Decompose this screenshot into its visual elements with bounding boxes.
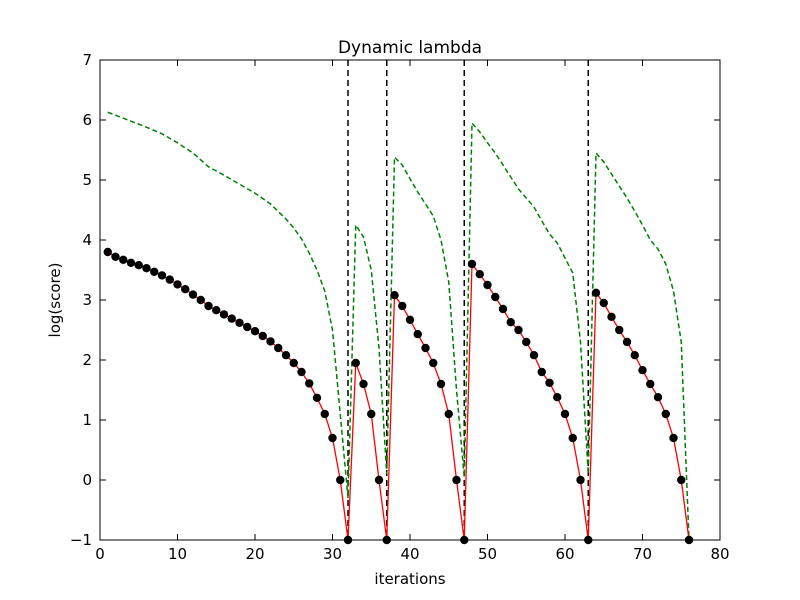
data-point-6 xyxy=(142,264,151,273)
x-axis-label: iterations xyxy=(374,570,445,588)
data-point-51 xyxy=(491,292,500,302)
x-tick-label: 50 xyxy=(478,545,497,563)
y-tick-label: 0 xyxy=(82,471,92,489)
data-point-7 xyxy=(150,267,159,276)
data-point-38 xyxy=(390,291,399,300)
y-tick-label: 6 xyxy=(82,111,92,129)
data-point-59 xyxy=(553,393,562,402)
y-tick-label: 5 xyxy=(82,171,92,189)
x-tick-label: 30 xyxy=(323,545,342,563)
data-point-5 xyxy=(134,261,143,270)
data-point-2 xyxy=(111,252,120,261)
data-point-65 xyxy=(599,298,608,308)
data-point-66 xyxy=(607,312,616,321)
y-tick-label: 1 xyxy=(82,411,92,429)
data-point-61 xyxy=(568,433,577,443)
data-point-49 xyxy=(475,270,484,279)
data-point-43 xyxy=(429,358,438,368)
data-point-57 xyxy=(537,367,546,377)
data-point-56 xyxy=(529,351,539,360)
data-point-34 xyxy=(359,379,368,389)
x-tick-label: 70 xyxy=(633,545,652,563)
data-point-28 xyxy=(312,393,322,402)
data-point-17 xyxy=(227,314,236,323)
data-point-53 xyxy=(506,318,515,327)
data-point-62 xyxy=(576,475,585,485)
data-point-70 xyxy=(638,366,647,375)
x-tick-label: 40 xyxy=(400,545,419,563)
data-point-8 xyxy=(157,271,167,280)
data-point-23 xyxy=(274,343,283,353)
data-point-67 xyxy=(615,325,624,335)
data-point-48 xyxy=(467,259,477,269)
y-tick-label: −1 xyxy=(70,531,92,549)
series-red-line xyxy=(107,251,690,541)
data-point-15 xyxy=(212,306,221,315)
data-point-21 xyxy=(258,331,267,341)
data-point-25 xyxy=(289,358,298,368)
data-point-39 xyxy=(398,301,407,311)
data-point-42 xyxy=(421,343,430,353)
data-point-52 xyxy=(498,304,508,314)
data-point-31 xyxy=(336,475,345,485)
data-point-35 xyxy=(367,409,376,419)
data-point-64 xyxy=(591,288,601,297)
data-point-75 xyxy=(677,475,686,485)
x-tick-label: 60 xyxy=(555,545,574,563)
data-point-3 xyxy=(119,255,128,264)
data-point-13 xyxy=(196,295,205,305)
data-point-30 xyxy=(328,433,337,443)
data-point-44 xyxy=(436,379,446,389)
data-point-14 xyxy=(204,301,213,311)
data-point-46 xyxy=(452,475,461,485)
series-green-dashed-line xyxy=(107,111,690,540)
data-point-72 xyxy=(653,393,663,402)
data-point-18 xyxy=(235,318,244,327)
y-tick-label: 2 xyxy=(82,351,92,369)
data-point-10 xyxy=(173,280,182,289)
y-axis-label: log(score) xyxy=(46,263,64,338)
data-point-4 xyxy=(126,258,136,267)
data-point-29 xyxy=(320,409,329,419)
data-point-1 xyxy=(103,247,112,257)
data-point-55 xyxy=(522,337,531,347)
data-point-73 xyxy=(661,409,670,419)
y-tick-label: 3 xyxy=(82,291,92,309)
data-point-50 xyxy=(483,280,492,290)
x-tick-label: 0 xyxy=(95,545,105,563)
data-point-60 xyxy=(560,409,570,419)
x-tick-label: 80 xyxy=(710,545,729,563)
data-point-16 xyxy=(219,310,229,319)
data-point-12 xyxy=(188,290,198,299)
data-point-41 xyxy=(413,330,422,339)
data-point-11 xyxy=(181,285,190,294)
data-point-69 xyxy=(630,351,639,360)
data-point-24 xyxy=(281,351,291,360)
data-point-27 xyxy=(305,379,314,388)
x-tick-label: 20 xyxy=(245,545,264,563)
data-point-68 xyxy=(622,337,632,347)
data-point-74 xyxy=(669,433,678,443)
data-point-19 xyxy=(243,322,252,332)
chart-title: Dynamic lambda xyxy=(338,38,482,58)
data-point-22 xyxy=(266,337,275,346)
x-tick-label: 10 xyxy=(168,545,187,563)
data-point-36 xyxy=(374,475,384,485)
data-point-45 xyxy=(444,409,453,419)
data-point-40 xyxy=(405,315,415,324)
data-point-26 xyxy=(297,367,306,377)
data-point-54 xyxy=(514,325,523,335)
data-point-9 xyxy=(165,275,174,284)
data-point-71 xyxy=(646,379,655,389)
data-point-33 xyxy=(351,358,360,368)
data-point-58 xyxy=(545,378,554,387)
y-tick-label: 4 xyxy=(82,231,92,249)
data-point-20 xyxy=(250,327,260,336)
y-tick-label: 7 xyxy=(82,51,92,69)
